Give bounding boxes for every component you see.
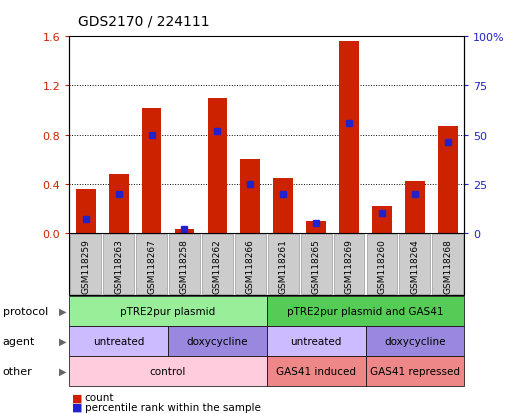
Bar bbox=[273, 178, 293, 233]
Text: GSM118263: GSM118263 bbox=[114, 238, 123, 293]
Text: ■: ■ bbox=[72, 392, 82, 402]
Bar bbox=[241, 160, 260, 233]
Text: GSM118258: GSM118258 bbox=[180, 238, 189, 293]
Text: count: count bbox=[85, 392, 114, 402]
Text: GSM118267: GSM118267 bbox=[147, 238, 156, 293]
Text: untreated: untreated bbox=[290, 336, 342, 346]
Text: GSM118269: GSM118269 bbox=[345, 238, 353, 293]
Text: pTRE2pur plasmid: pTRE2pur plasmid bbox=[121, 306, 215, 316]
Text: ▶: ▶ bbox=[60, 306, 67, 316]
Text: GSM118260: GSM118260 bbox=[378, 238, 386, 293]
Bar bbox=[174, 230, 194, 233]
Text: control: control bbox=[150, 366, 186, 376]
Bar bbox=[438, 127, 458, 233]
Text: ▶: ▶ bbox=[60, 336, 67, 346]
Text: GSM118266: GSM118266 bbox=[246, 238, 255, 293]
Text: GAS41 induced: GAS41 induced bbox=[276, 366, 356, 376]
Text: doxycycline: doxycycline bbox=[384, 336, 446, 346]
Text: ▶: ▶ bbox=[60, 366, 67, 376]
Text: GDS2170 / 224111: GDS2170 / 224111 bbox=[78, 14, 209, 28]
Text: protocol: protocol bbox=[3, 306, 48, 316]
Text: GSM118259: GSM118259 bbox=[81, 238, 90, 293]
Bar bbox=[76, 189, 95, 233]
Text: agent: agent bbox=[3, 336, 35, 346]
Bar bbox=[207, 98, 227, 233]
Bar bbox=[142, 108, 162, 233]
Text: GAS41 repressed: GAS41 repressed bbox=[370, 366, 460, 376]
Bar bbox=[405, 182, 425, 233]
Bar bbox=[372, 206, 392, 233]
Text: GSM118268: GSM118268 bbox=[443, 238, 452, 293]
Text: untreated: untreated bbox=[93, 336, 144, 346]
Text: percentile rank within the sample: percentile rank within the sample bbox=[85, 402, 261, 412]
Bar bbox=[109, 174, 128, 233]
Text: other: other bbox=[3, 366, 32, 376]
Text: GSM118264: GSM118264 bbox=[410, 239, 420, 293]
Text: pTRE2pur plasmid and GAS41: pTRE2pur plasmid and GAS41 bbox=[287, 306, 444, 316]
Text: GSM118262: GSM118262 bbox=[213, 239, 222, 293]
Text: ■: ■ bbox=[72, 402, 82, 412]
Text: doxycycline: doxycycline bbox=[187, 336, 248, 346]
Bar bbox=[339, 42, 359, 233]
Text: GSM118265: GSM118265 bbox=[311, 238, 321, 293]
Bar bbox=[306, 221, 326, 233]
Text: GSM118261: GSM118261 bbox=[279, 238, 288, 293]
